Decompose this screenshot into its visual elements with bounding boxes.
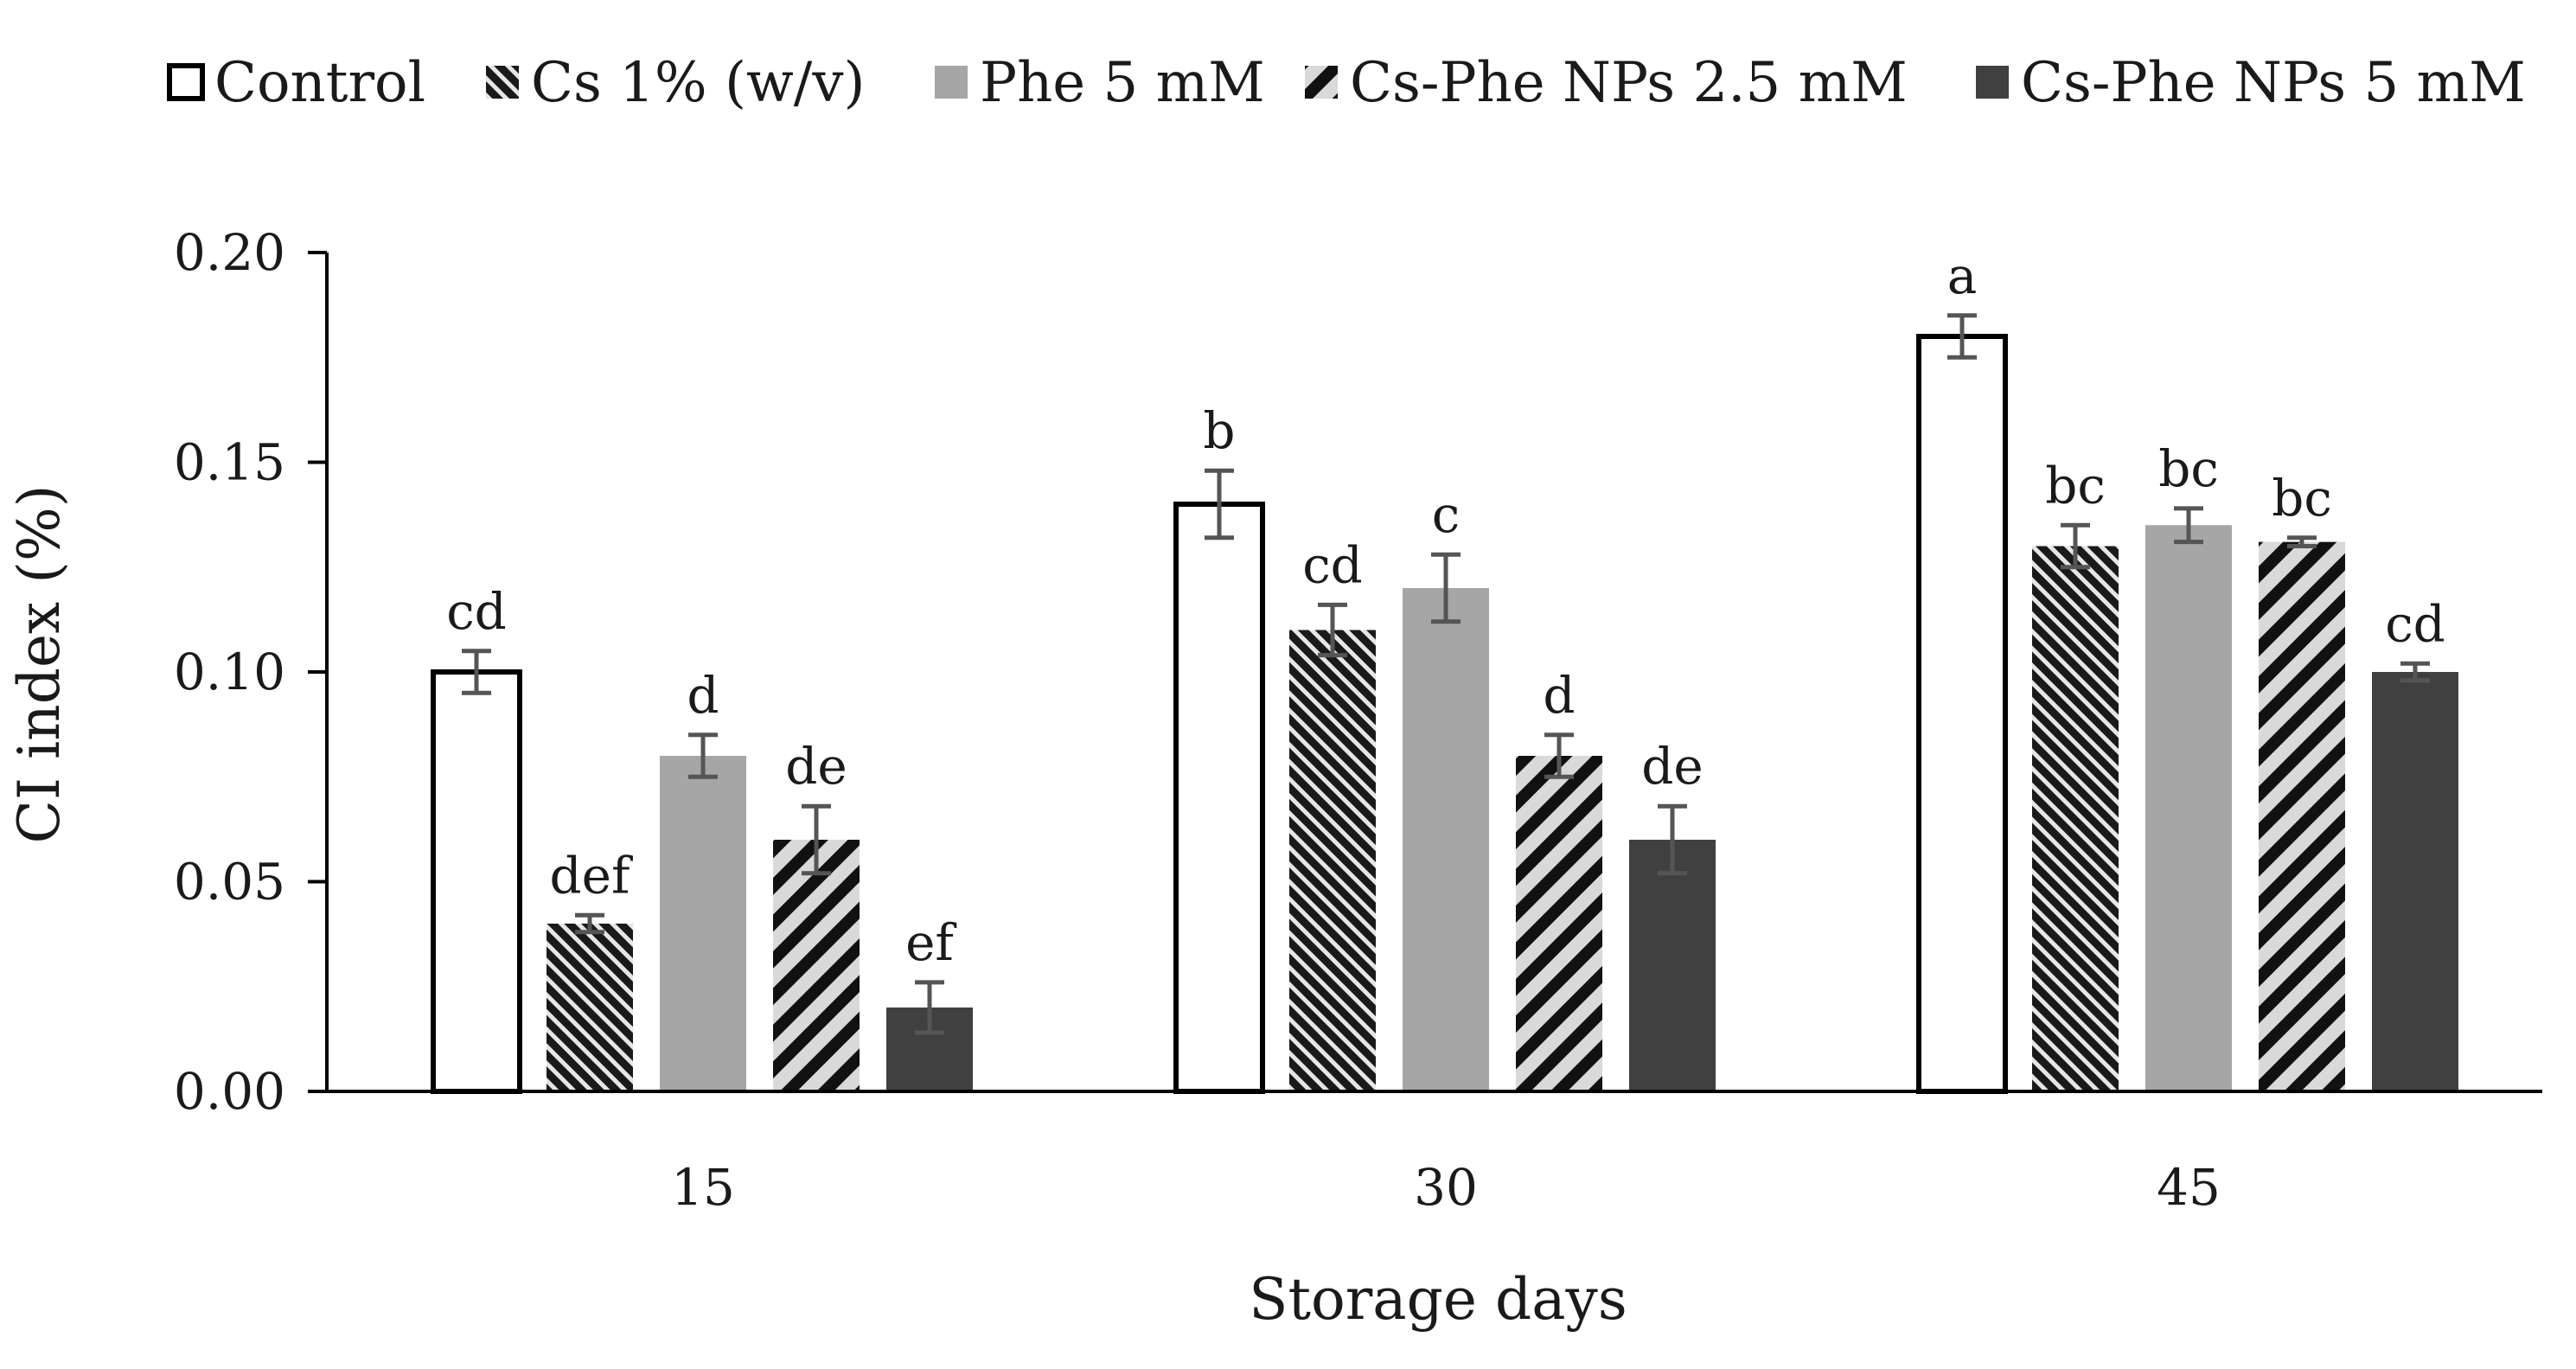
significance-label: d	[1543, 666, 1575, 725]
bar-light-hatch	[2259, 541, 2345, 1091]
significance-label: a	[1947, 246, 1978, 305]
significance-label: de	[1641, 737, 1703, 796]
significance-label: b	[1203, 401, 1235, 460]
legend-label: Cs-Phe NPs 2.5 mM	[1350, 51, 1908, 115]
y-tick-label: 0.15	[174, 433, 285, 492]
legend-swatch-dark	[1976, 66, 2009, 99]
significance-label: cd	[446, 582, 507, 641]
legend-swatch-white	[167, 63, 205, 101]
significance-label: bc	[2158, 439, 2219, 498]
significance-label: bc	[2272, 469, 2332, 528]
significance-label: cd	[1302, 535, 1363, 594]
legend-label: Cs 1% (w/v)	[531, 51, 865, 115]
significance-label: cd	[2385, 594, 2445, 653]
bar-grey	[1403, 588, 1489, 1091]
bar-grey	[660, 756, 746, 1091]
significance-label: def	[550, 846, 633, 905]
bar-white	[431, 669, 522, 1094]
bar-light-hatch	[773, 840, 860, 1091]
x-tick-label: 45	[2157, 1158, 2221, 1217]
bar-white	[1916, 334, 2008, 1094]
bar-white	[1173, 502, 1265, 1094]
significance-label: bc	[2045, 456, 2106, 515]
bar-dark	[2372, 672, 2458, 1091]
bar-grey	[2145, 525, 2232, 1091]
significance-label: c	[1432, 485, 1460, 544]
y-tick-label: 0.10	[174, 643, 285, 701]
x-axis: 15 30 45	[327, 1090, 2542, 1217]
significance-label: ef	[905, 913, 956, 972]
bar-dark-hatch	[2032, 546, 2119, 1091]
legend-label: Phe 5 mM	[980, 51, 1265, 115]
y-tick-label: 0.00	[174, 1062, 285, 1121]
x-tick-label: 30	[1414, 1158, 1478, 1217]
significance-label: d	[687, 666, 719, 725]
y-axis: 0.00 0.05 0.10 0.15 0.20	[174, 223, 329, 1121]
legend-swatch-dark-hatch	[486, 66, 519, 99]
legend: Control Cs 1% (w/v) Phe 5 mM Cs-Phe NPs 2.5…	[167, 51, 2526, 115]
legend-swatch-light-hatch	[1305, 66, 1338, 99]
significance-label: de	[785, 737, 847, 796]
legend-label: Control	[214, 51, 425, 115]
bar-dark-hatch	[547, 924, 633, 1091]
legend-swatch-grey	[935, 66, 968, 99]
bar-dark-hatch	[1289, 630, 1376, 1091]
y-tick-label: 0.05	[174, 853, 285, 912]
legend-label: Cs-Phe NPs 5 mM	[2021, 51, 2526, 115]
x-tick-label: 15	[671, 1158, 735, 1217]
bar-light-hatch	[1516, 756, 1602, 1091]
y-axis-title: CI index (%)	[6, 485, 73, 844]
y-tick-label: 0.20	[174, 223, 285, 282]
bar-dark	[1629, 840, 1716, 1091]
x-axis-title: Storage days	[1249, 1266, 1627, 1333]
